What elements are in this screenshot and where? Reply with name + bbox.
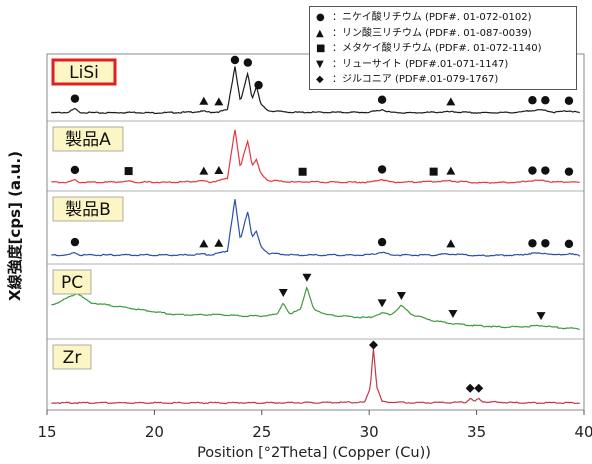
series-label: 製品A bbox=[65, 130, 111, 150]
peak-marker-triangle-up bbox=[199, 96, 209, 105]
peak-marker-circle bbox=[541, 166, 550, 175]
series-label-box bbox=[52, 126, 124, 152]
peak-marker-circle bbox=[70, 94, 80, 103]
peak-marker-circle bbox=[70, 165, 80, 175]
peak-marker-diamond bbox=[474, 383, 484, 393]
series-label-box bbox=[52, 196, 124, 222]
x-tick-label: 15 bbox=[37, 423, 56, 441]
x-tick-label: 30 bbox=[360, 423, 379, 441]
peak-marker-triangle-down bbox=[536, 312, 546, 321]
peak-marker-circle bbox=[243, 58, 253, 67]
peak-marker-circle bbox=[564, 239, 574, 249]
peak-marker-triangle-down bbox=[448, 310, 458, 319]
peak-marker-circle bbox=[70, 237, 80, 247]
peak-marker-triangle-up bbox=[199, 239, 209, 248]
circle-icon: ● bbox=[316, 12, 325, 23]
series-label: Zr bbox=[63, 348, 82, 368]
peak-marker-circle bbox=[564, 167, 574, 176]
peak-marker-diamond bbox=[368, 340, 378, 350]
peak-marker-triangle-down bbox=[302, 273, 312, 282]
peak-marker-circle bbox=[377, 95, 387, 104]
triangle-down-icon: ▼ bbox=[316, 58, 324, 70]
peak-marker-triangle-up bbox=[446, 97, 456, 106]
legend-entry: ● ：ニケイ酸リチウム (PDF#. 01-072-0102) bbox=[316, 10, 570, 26]
x-tick-label: 35 bbox=[467, 423, 486, 441]
peak-marker-circle bbox=[254, 80, 263, 90]
legend-label: ：メタケイ酸リチウム (PDF#. 01-072-1140) bbox=[332, 43, 542, 55]
series-label: 製品B bbox=[65, 200, 111, 220]
peak-marker-triangle-up bbox=[446, 166, 456, 175]
triangle-up-icon: ▲ bbox=[316, 27, 324, 39]
y-axis-label: X線強度[cps] (a.u.) bbox=[6, 151, 24, 301]
x-tick-label: 25 bbox=[252, 423, 271, 441]
peak-marker-square bbox=[124, 167, 133, 176]
legend-label: ：ニケイ酸リチウム (PDF#. 01-072-0102) bbox=[332, 12, 532, 23]
peak-marker-circle bbox=[541, 239, 550, 248]
peak-marker-circle bbox=[541, 96, 550, 105]
peak-marker-triangle-up bbox=[214, 238, 224, 247]
peak-marker-circle bbox=[564, 96, 574, 105]
peak-marker-circle bbox=[528, 239, 537, 248]
peak-marker-triangle-up bbox=[214, 166, 224, 175]
legend-label: ：リン酸三リチウム (PDF#. 01-087-0039) bbox=[332, 27, 532, 39]
peak-marker-diamond bbox=[465, 383, 475, 393]
series-label: LiSi bbox=[69, 63, 99, 83]
peak-marker-triangle-up bbox=[214, 97, 224, 106]
peak-marker-triangle-down bbox=[278, 289, 288, 297]
peak-marker-square bbox=[429, 167, 438, 176]
peak-marker-circle bbox=[528, 96, 537, 105]
series-line-5 bbox=[51, 348, 580, 405]
plot-frame bbox=[46, 53, 585, 411]
legend-entry: ◆ ：ジルコニア (PDF#.01-079-1767) bbox=[316, 72, 570, 88]
x-tick-label: 40 bbox=[574, 423, 592, 441]
legend-entry: ▲ ：リン酸三リチウム (PDF#. 01-087-0039) bbox=[316, 26, 570, 42]
peak-marker-circle bbox=[230, 55, 240, 65]
series-label-box bbox=[52, 269, 92, 295]
diamond-icon: ◆ bbox=[316, 74, 324, 86]
peak-marker-triangle-down bbox=[377, 299, 387, 308]
series-line-4 bbox=[51, 286, 580, 330]
series-label-box bbox=[51, 58, 117, 86]
series-line-3 bbox=[51, 199, 581, 257]
legend-entry: ■ ：メタケイ酸リチウム (PDF#. 01-072-1140) bbox=[316, 41, 570, 57]
series-label-box bbox=[52, 344, 92, 370]
peak-marker-triangle-down bbox=[396, 292, 406, 301]
chart-legend: ● ：ニケイ酸リチウム (PDF#. 01-072-0102) ▲ ：リン酸三リチウム… bbox=[309, 6, 577, 90]
x-tick-label: 20 bbox=[145, 423, 164, 441]
peak-marker-circle bbox=[377, 237, 387, 247]
square-icon: ■ bbox=[316, 43, 326, 55]
series-line-1 bbox=[51, 66, 580, 115]
peak-marker-triangle-up bbox=[199, 166, 209, 175]
series-line-2 bbox=[51, 129, 580, 184]
x-axis-label: Position [°2Theta] (Copper (Cu)) bbox=[197, 445, 431, 461]
peak-marker-circle bbox=[377, 165, 387, 174]
peak-marker-circle bbox=[528, 166, 537, 175]
legend-entry: ▼ ：リューサイト (PDF#.01-071-1147) bbox=[316, 57, 570, 73]
legend-label: ：ジルコニア (PDF#.01-079-1767) bbox=[332, 74, 499, 86]
peak-marker-triangle-up bbox=[446, 239, 456, 248]
legend-label: ：リューサイト (PDF#.01-071-1147) bbox=[332, 58, 509, 70]
peak-marker-square bbox=[298, 167, 307, 176]
series-label: PC bbox=[61, 273, 83, 293]
